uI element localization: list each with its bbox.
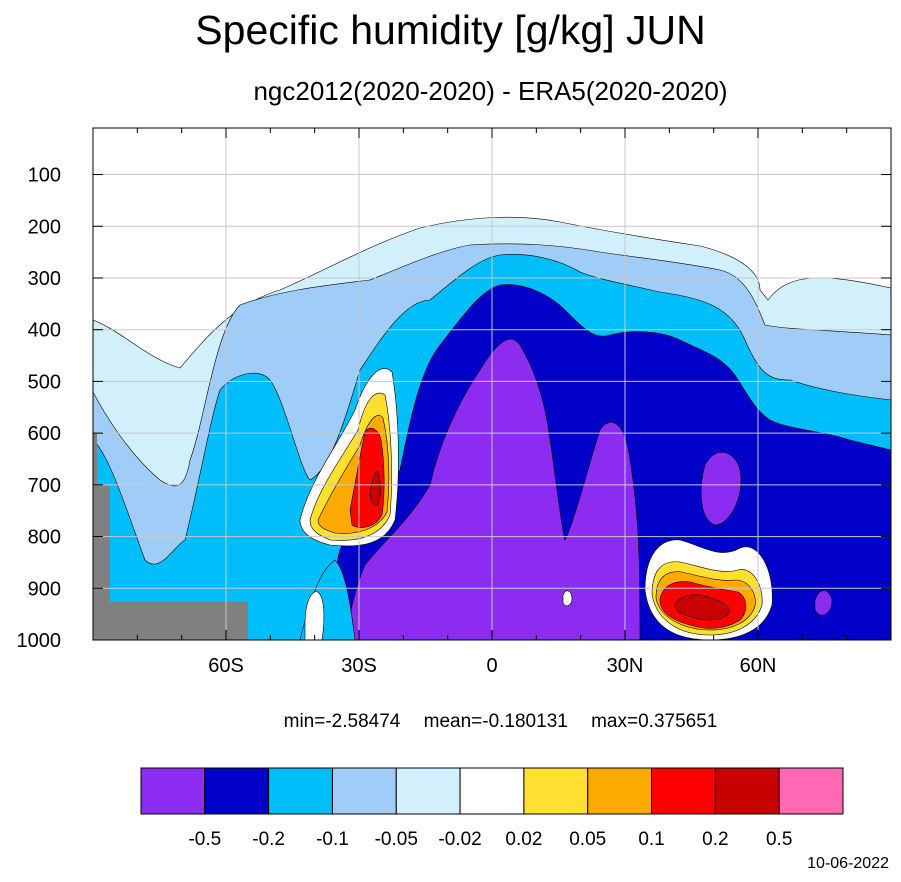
contour-region-neg05-dot: [814, 590, 833, 616]
colorbar-swatch: [523, 767, 589, 815]
contour-region-pos002-pocket: [304, 591, 325, 640]
contour-region-pos-small-north: [562, 590, 573, 607]
contour-region-pos05-north: [674, 594, 731, 621]
grid-lines: [93, 128, 891, 640]
colorbar-swatch: [204, 767, 270, 815]
y-tick-label: 700: [28, 475, 61, 497]
y-tick-label: 900: [28, 578, 61, 600]
stat-max: max=0.375651: [591, 711, 718, 732]
colorbar-label: 0.05: [569, 829, 606, 850]
colorbar-label: 0.5: [766, 829, 792, 850]
x-tick-label: 30N: [607, 655, 644, 677]
colorbar-label: 0.02: [505, 829, 542, 850]
y-tick-label: 800: [28, 527, 61, 549]
colorbar-swatch: [459, 767, 525, 815]
stat-mean: mean=-0.180131: [423, 711, 568, 732]
contour-region-pos05-south: [369, 470, 381, 507]
stats-line: min=-2.58474 mean=-0.180131 max=0.375651: [0, 710, 901, 734]
x-tick-label: 30S: [341, 655, 377, 677]
colorbar-label: -0.5: [188, 829, 221, 850]
colorbar-swatch: [778, 767, 844, 815]
x-tick-label: 60S: [208, 655, 244, 677]
y-tick-label: 600: [28, 423, 61, 445]
stat-min: min=-2.58474: [283, 711, 401, 732]
y-tick-label: 400: [28, 320, 61, 342]
contour-region-neg05-small: [700, 452, 742, 526]
plot-area: [93, 128, 891, 640]
y-tick-label: 500: [28, 371, 61, 393]
y-tick-label: 300: [28, 268, 61, 290]
orography-mask: [93, 433, 248, 640]
x-tick-label: 0: [486, 655, 497, 677]
colorbar-swatch: [268, 767, 333, 815]
colorbar-swatch: [714, 767, 780, 815]
y-tick-label: 1000: [17, 630, 62, 652]
colorbar: -0.5 -0.2 -0.1 -0.05 -0.02 0.02 0.05 0.1 0.2 0.5: [140, 767, 844, 850]
axes: 60S 30S 0 30N 60N 100 200 300 400 500 600 700 800 900…: [17, 128, 891, 677]
chart-subtitle: ngc2012(2020-2020) - ERA5(2020-2020): [253, 76, 728, 106]
colorbar-label: 0.2: [702, 829, 728, 850]
colorbar-label: -0.02: [438, 829, 481, 850]
colorbar-swatch: [395, 767, 461, 815]
colorbar-label: -0.05: [375, 829, 418, 850]
colorbar-swatch: [140, 767, 206, 815]
colorbar-label: 0.1: [638, 829, 664, 850]
date-stamp: 10-06-2022: [807, 855, 889, 872]
y-tick-label: 100: [28, 165, 61, 187]
colorbar-label: -0.1: [316, 829, 349, 850]
y-tick-label: 200: [28, 216, 61, 238]
x-tick-label: 60N: [740, 655, 777, 677]
colorbar-swatch: [331, 767, 397, 815]
colorbar-swatch: [587, 767, 653, 815]
colorbar-swatch: [651, 767, 716, 815]
colorbar-label: -0.2: [252, 829, 285, 850]
chart-title: Specific humidity [g/kg] JUN: [195, 7, 706, 53]
